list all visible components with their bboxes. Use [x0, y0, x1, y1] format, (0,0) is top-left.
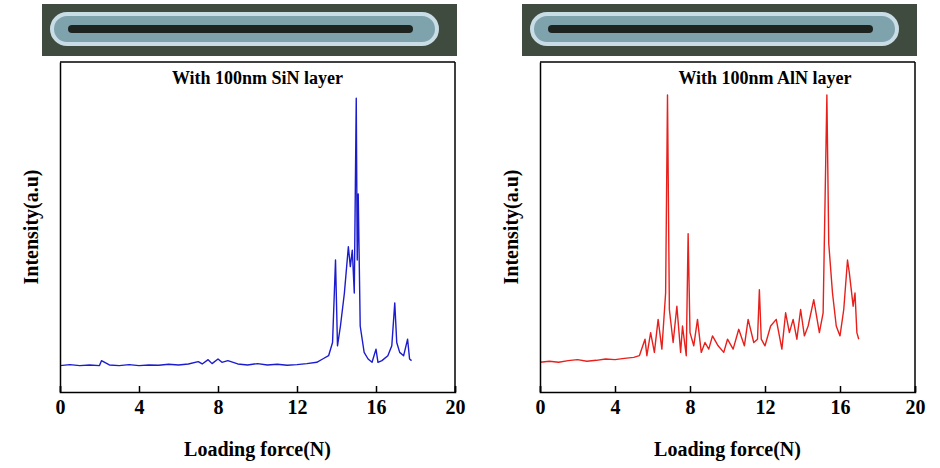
x-tick-mark	[455, 386, 457, 392]
plot-marks	[540, 95, 859, 362]
x-tick-label: 20	[906, 396, 926, 418]
scratch-photo	[522, 4, 917, 56]
x-tick: 20	[906, 386, 926, 418]
x-tick-mark	[915, 386, 917, 392]
scratch-photo	[42, 4, 457, 56]
x-tick-label: 0	[56, 396, 66, 418]
x-tick-label: 0	[536, 396, 546, 418]
y-axis	[60, 63, 61, 393]
scratch-groove	[68, 25, 413, 33]
chart-title: With 100nm AlN layer	[678, 68, 851, 88]
x-tick-label: 16	[831, 396, 851, 418]
x-tick-label: 4	[135, 396, 145, 418]
y-axis-title: Intensity(a.u)	[20, 169, 43, 284]
x-axis-title: Loading force(N)	[184, 438, 331, 461]
y-axis-line	[60, 63, 62, 393]
data-line	[540, 95, 859, 362]
scratch-groove	[548, 25, 873, 33]
panel: 0 4 8 12 16 20 With 100nm AlN layer Loading for…	[500, 4, 926, 461]
frame-right	[914, 62, 916, 392]
x-tick-mark	[139, 386, 141, 392]
x-tick-label: 8	[686, 396, 696, 418]
x-tick: 8	[214, 386, 224, 418]
x-tick-mark	[765, 386, 767, 392]
x-axis: 0 4 8 12 16 20	[56, 386, 466, 418]
x-tick-label: 4	[611, 396, 621, 418]
x-axis-line	[61, 386, 456, 393]
x-tick-label: 8	[214, 396, 224, 418]
chart-title: With 100nm SiN layer	[172, 68, 343, 88]
y-axis	[540, 63, 541, 393]
x-tick: 16	[367, 386, 387, 418]
scratch-halo	[532, 14, 897, 44]
y-axis-title: Intensity(a.u)	[500, 169, 523, 284]
x-tick: 12	[756, 386, 776, 418]
photo-ground	[522, 4, 917, 56]
scratch-halo	[52, 14, 437, 44]
plot-marks	[60, 98, 412, 365]
x-tick: 4	[611, 386, 621, 418]
x-tick-mark	[297, 386, 299, 392]
x-tick-mark	[840, 386, 842, 392]
frame-top	[540, 61, 915, 63]
x-tick-label: 12	[288, 396, 308, 418]
panel: 0 4 8 12 16 20 With 100nm SiN layer Loading for…	[20, 4, 466, 461]
x-tick-mark	[615, 386, 617, 392]
x-tick: 4	[135, 386, 145, 418]
y-axis-line	[540, 63, 542, 393]
x-axis-title: Loading force(N)	[654, 438, 801, 461]
x-tick: 20	[446, 386, 466, 418]
x-axis-line	[541, 386, 916, 393]
x-tick: 16	[831, 386, 851, 418]
figure: 0 4 8 12 16 20 With 100nm SiN layer Loading for…	[0, 0, 940, 468]
x-tick-mark	[218, 386, 220, 392]
frame-top	[60, 61, 455, 63]
x-tick-label: 20	[446, 396, 466, 418]
x-tick-label: 16	[367, 396, 387, 418]
frame-right	[454, 62, 456, 392]
x-tick-mark	[690, 386, 692, 392]
x-tick-label: 12	[756, 396, 776, 418]
x-tick-mark	[376, 386, 378, 392]
x-axis: 0 4 8 12 16 20	[536, 386, 926, 418]
data-line	[60, 98, 412, 365]
photo-ground	[42, 4, 457, 56]
x-tick: 8	[686, 386, 696, 418]
x-tick: 12	[288, 386, 308, 418]
